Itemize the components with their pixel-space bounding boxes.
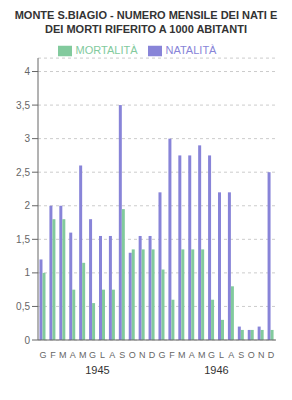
svg-text:4: 4 bbox=[24, 66, 30, 77]
html-text:MONTE S.BIAGIO - NUMERO MENSIL: MONTE S.BIAGIO - NUMERO MENSILE DEI NATI… bbox=[14, 9, 278, 35]
svg-text:0,5: 0,5 bbox=[16, 301, 30, 312]
svg-text:A: A bbox=[70, 350, 76, 360]
svg-text:G: G bbox=[208, 350, 215, 360]
svg-text:F: F bbox=[50, 350, 56, 360]
svg-text:1946: 1946 bbox=[204, 364, 228, 376]
svg-text:S: S bbox=[119, 350, 125, 360]
svg-text:M: M bbox=[178, 350, 186, 360]
svg-text:G: G bbox=[39, 350, 46, 360]
svg-text:M: M bbox=[79, 350, 87, 360]
html-text:NATALITÀ: NATALITÀ bbox=[165, 44, 217, 56]
svg-text:G: G bbox=[89, 350, 96, 360]
svg-text:S: S bbox=[238, 350, 244, 360]
svg-text:M: M bbox=[59, 350, 67, 360]
svg-text:2,5: 2,5 bbox=[16, 167, 30, 178]
svg-text:L: L bbox=[100, 350, 105, 360]
svg-text:D: D bbox=[149, 350, 156, 360]
svg-text:2: 2 bbox=[24, 200, 30, 211]
svg-text:A: A bbox=[189, 350, 195, 360]
svg-text:1,5: 1,5 bbox=[16, 234, 30, 245]
html-text:MORTALITÀ: MORTALITÀ bbox=[75, 44, 138, 56]
svg-text:O: O bbox=[248, 350, 255, 360]
svg-text:3,5: 3,5 bbox=[16, 100, 30, 111]
svg-text:D: D bbox=[268, 350, 275, 360]
svg-text:O: O bbox=[129, 350, 136, 360]
svg-text:G: G bbox=[158, 350, 165, 360]
svg-text:A: A bbox=[109, 350, 115, 360]
svg-text:M: M bbox=[198, 350, 206, 360]
svg-text:A: A bbox=[228, 350, 234, 360]
svg-text:0: 0 bbox=[24, 335, 30, 346]
svg-text:N: N bbox=[139, 350, 146, 360]
svg-text:3: 3 bbox=[24, 133, 30, 144]
svg-text:F: F bbox=[169, 350, 175, 360]
svg-text:1: 1 bbox=[24, 267, 30, 278]
svg-text:1945: 1945 bbox=[85, 364, 109, 376]
svg-text:N: N bbox=[258, 350, 265, 360]
svg-text:L: L bbox=[219, 350, 224, 360]
